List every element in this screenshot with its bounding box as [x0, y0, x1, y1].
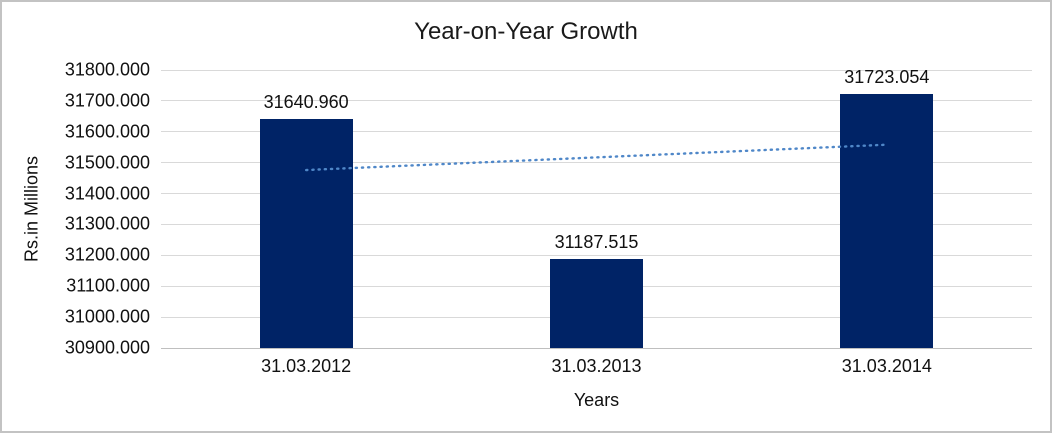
bar [840, 93, 934, 348]
y-tick-label: 31300.000 [64, 213, 150, 234]
y-tick-label: 31800.000 [64, 59, 150, 80]
data-label: 31640.960 [263, 92, 349, 113]
y-tick-label: 31600.000 [64, 121, 150, 142]
y-tick-label: 31100.000 [66, 275, 150, 296]
y-tick-label: 31000.000 [64, 306, 150, 327]
data-label: 31723.054 [844, 66, 930, 87]
x-tick-label: 31.03.2014 [841, 356, 932, 376]
y-tick-label: 31500.000 [64, 152, 150, 173]
y-tick-label: 31200.000 [64, 244, 150, 265]
gridline [161, 254, 1032, 256]
x-axis-line [161, 347, 1032, 349]
bar [259, 119, 353, 348]
x-axis-title: Years [573, 390, 620, 410]
x-tick-label: 31.03.2012 [261, 356, 352, 376]
data-label: 31187.515 [554, 232, 639, 253]
y-tick-label: 30900.000 [64, 337, 150, 358]
gridline [161, 69, 1032, 71]
gridline [161, 223, 1032, 225]
chart-title: Year-on-Year Growth [414, 18, 638, 45]
gridline [161, 100, 1032, 102]
y-tick-label: 31400.000 [64, 183, 150, 204]
bar [550, 259, 643, 348]
x-tick-label: 31.03.2013 [551, 356, 642, 376]
gridline [161, 131, 1032, 133]
y-tick-label: 31700.000 [64, 90, 150, 111]
gridline [161, 193, 1032, 195]
